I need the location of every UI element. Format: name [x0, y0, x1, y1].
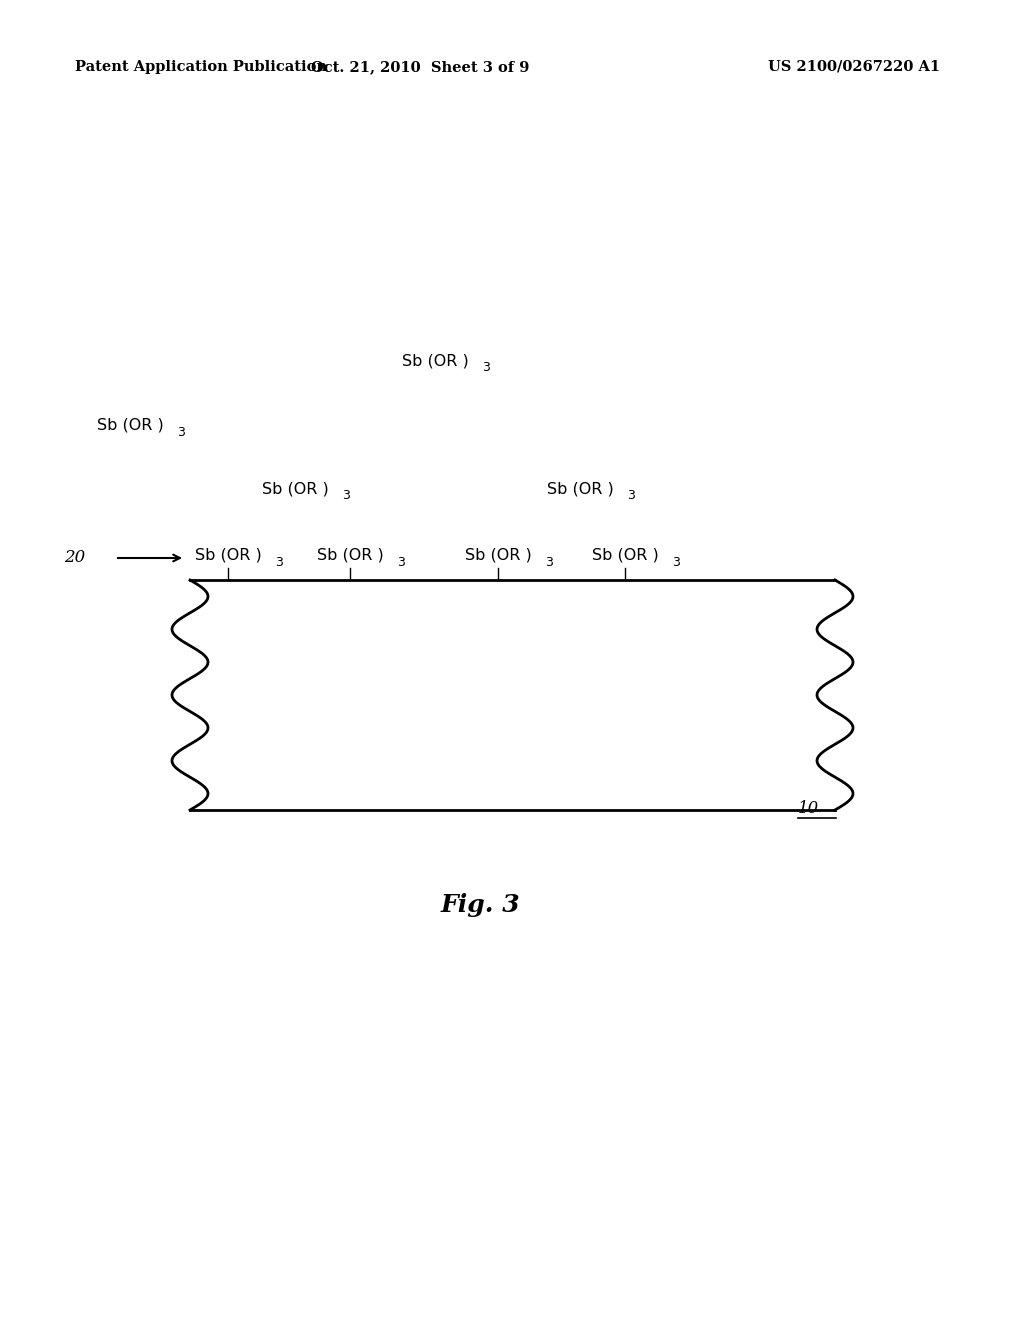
Text: Fig. 3: Fig. 3 [440, 894, 520, 917]
Text: Sb (OR ): Sb (OR ) [547, 480, 613, 496]
Text: 10: 10 [798, 800, 819, 817]
Text: Oct. 21, 2010  Sheet 3 of 9: Oct. 21, 2010 Sheet 3 of 9 [311, 59, 529, 74]
Text: US 2100/0267220 A1: US 2100/0267220 A1 [768, 59, 940, 74]
Text: Sb (OR ): Sb (OR ) [261, 480, 329, 496]
Text: 20: 20 [63, 549, 85, 566]
Text: Sb (OR ): Sb (OR ) [465, 548, 531, 564]
Text: Sb (OR ): Sb (OR ) [592, 548, 658, 564]
Text: Sb (OR ): Sb (OR ) [96, 418, 164, 433]
Text: 3: 3 [545, 556, 553, 569]
Text: 3: 3 [275, 556, 283, 569]
Text: 3: 3 [627, 488, 635, 502]
Text: 3: 3 [672, 556, 680, 569]
Text: Sb (OR ): Sb (OR ) [401, 352, 468, 368]
Text: 3: 3 [177, 426, 185, 440]
Text: Patent Application Publication: Patent Application Publication [75, 59, 327, 74]
Text: Sb (OR ): Sb (OR ) [316, 548, 383, 564]
Text: 3: 3 [397, 556, 404, 569]
Text: Sb (OR ): Sb (OR ) [195, 548, 261, 564]
Text: 3: 3 [342, 488, 350, 502]
Text: 3: 3 [482, 360, 489, 374]
